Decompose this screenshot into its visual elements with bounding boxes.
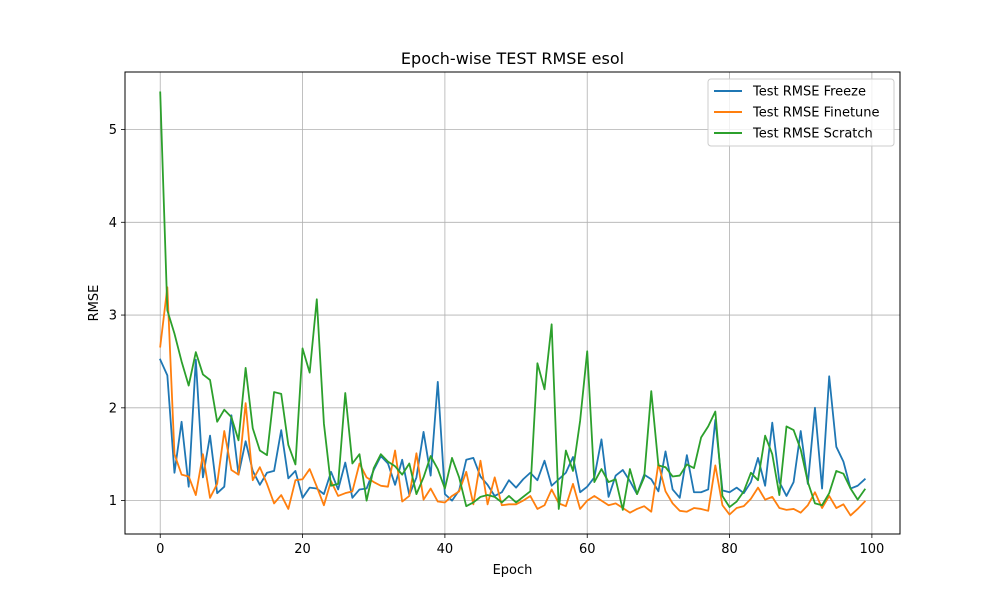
x-tick-label: 100 — [859, 542, 884, 557]
y-tick-label: 4 — [109, 216, 117, 231]
series-line-test-rmse-scratch — [159, 91, 867, 511]
plot-frame — [124, 71, 901, 535]
x-tick-label: 0 — [156, 542, 164, 557]
x-ticks: 0 20 40 60 80 100 — [156, 534, 884, 557]
x-axis-label: Epoch — [493, 563, 533, 578]
x-tick-label: 40 — [437, 542, 454, 557]
series-line-test-rmse-freeze — [159, 358, 867, 502]
legend-label: Test RMSE Finetune — [752, 106, 880, 121]
x-tick-label: 60 — [579, 542, 596, 557]
y-tick-label: 3 — [109, 309, 117, 324]
legend-box — [707, 78, 895, 147]
series-lines — [159, 91, 867, 517]
x-tick-label: 20 — [294, 542, 311, 557]
y-tick-label: 2 — [109, 401, 117, 416]
y-tick-label: 5 — [109, 123, 117, 138]
legend-label: Test RMSE Freeze — [752, 85, 866, 100]
y-tick-label: 1 — [109, 494, 117, 509]
y-ticks: 1 2 3 4 5 — [109, 123, 125, 509]
series-line-test-rmse-finetune — [159, 286, 867, 517]
chart-title: Epoch-wise TEST RMSE esol — [401, 49, 624, 68]
x-tick-label: 80 — [721, 542, 738, 557]
legend-label: Test RMSE Scratch — [752, 127, 873, 142]
legend: Test RMSE Freeze Test RMSE Finetune Test R… — [707, 78, 895, 147]
grid — [125, 72, 900, 534]
y-axis-label: RMSE — [87, 285, 102, 322]
